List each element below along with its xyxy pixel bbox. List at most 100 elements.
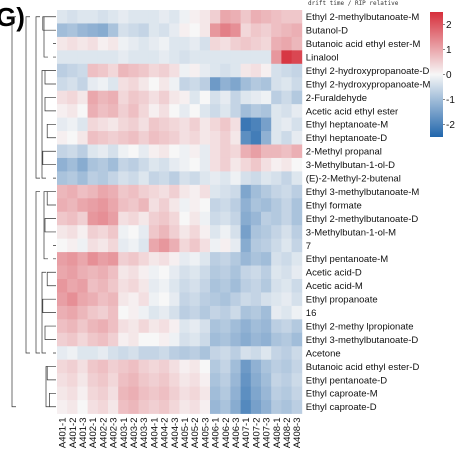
heatmap-cell: [159, 157, 170, 172]
column-label: A406-2: [221, 418, 232, 449]
heatmap-cell: [271, 386, 282, 401]
heatmap-cell: [199, 359, 211, 374]
heatmap-cell: [199, 117, 211, 132]
heatmap-cell: [291, 386, 303, 401]
heatmap-cell: [169, 117, 180, 132]
heatmap-cell: [169, 346, 180, 361]
heatmap-cell: [169, 225, 180, 240]
heatmap-cell: [271, 131, 282, 145]
heatmap-cell: [169, 90, 180, 105]
heatmap-cell: [281, 319, 292, 334]
row-label: Ethyl caproate-D: [306, 402, 377, 413]
column-label: A402-3: [109, 418, 120, 449]
heatmap-cell: [271, 305, 282, 320]
heatmap-cell: [240, 198, 252, 213]
heatmap-cell: [57, 77, 68, 92]
heatmap-cell: [230, 171, 241, 186]
heatmap-cell: [189, 305, 201, 320]
heatmap-cell: [77, 359, 88, 374]
heatmap-cell: [118, 292, 129, 307]
heatmap-cell: [128, 157, 139, 172]
column-label: A401-2: [68, 418, 79, 449]
heatmap-cell: [250, 10, 262, 24]
heatmap-cell: [87, 184, 99, 199]
heatmap-cell: [138, 292, 150, 307]
heatmap-cell: [230, 359, 241, 374]
heatmap-cell: [291, 10, 303, 24]
heatmap-cell: [108, 400, 119, 414]
heatmap-cell: [271, 50, 282, 65]
heatmap-cell: [281, 23, 292, 38]
heatmap-cell: [138, 50, 150, 65]
heatmap-cell: [97, 77, 109, 92]
heatmap-cell: [240, 225, 252, 240]
heatmap-cell: [77, 90, 88, 105]
heatmap-cell: [159, 292, 170, 307]
heatmap-cell: [199, 386, 211, 401]
heatmap-cell: [97, 279, 109, 293]
heatmap-cell: [199, 184, 211, 199]
dendrogram-branches: [11, 16, 56, 408]
heatmap-cell: [118, 265, 129, 280]
heatmap-cell: [250, 77, 262, 92]
heatmap-cell: [189, 238, 201, 253]
heatmap-cell: [77, 77, 88, 92]
heatmap-cell: [220, 386, 231, 401]
heatmap-cell: [179, 265, 190, 280]
heatmap-cell: [240, 292, 252, 307]
heatmap-cell: [261, 400, 272, 414]
heatmap-cell: [118, 184, 129, 199]
heatmap-cell: [57, 225, 68, 240]
heatmap-cell: [108, 23, 119, 38]
heatmap-cell: [67, 23, 78, 38]
heatmap-cell: [138, 225, 150, 240]
row-label: 3-Methylbutan-1-ol-D: [306, 160, 395, 171]
heatmap-cell: [250, 184, 262, 199]
heatmap-cell: [128, 319, 139, 334]
heatmap-cell: [57, 400, 68, 414]
heatmap-cell: [128, 252, 139, 266]
heatmap-cell: [240, 157, 252, 172]
heatmap-cell: [97, 131, 109, 145]
heatmap-cell: [169, 63, 180, 78]
heatmap-cell: [138, 77, 150, 92]
heatmap-cell: [220, 171, 231, 186]
heatmap-cell: [220, 184, 231, 199]
heatmap-cell: [230, 386, 241, 401]
heatmap-cell: [220, 373, 231, 387]
heatmap-cell: [220, 10, 231, 24]
heatmap-cell: [220, 265, 231, 280]
heatmap-cell: [138, 10, 150, 24]
heatmap-cell: [108, 305, 119, 320]
heatmap-cell: [179, 63, 190, 78]
column-label: A403-1: [119, 418, 130, 449]
row-label: (E)-2-Methyl-2-butenal: [306, 174, 401, 185]
heatmap-cell: [179, 292, 190, 307]
heatmap-cell: [77, 117, 88, 132]
heatmap-cell: [271, 238, 282, 253]
heatmap-cell: [179, 305, 190, 320]
heatmap-cell: [261, 157, 272, 172]
heatmap-cell: [199, 90, 211, 105]
row-label: Ethyl caproate-M: [306, 389, 378, 400]
heatmap-cell: [77, 346, 88, 361]
heatmap-cell: [230, 292, 241, 307]
heatmap-cell: [189, 198, 201, 213]
heatmap-cell: [108, 198, 119, 213]
heatmap-cell: [57, 292, 68, 307]
heatmap-cell: [230, 238, 241, 253]
heatmap-cell: [138, 184, 150, 199]
heatmap-cell: [271, 211, 282, 226]
heatmap-cell: [189, 332, 201, 347]
heatmap-cell: [261, 252, 272, 266]
heatmap-cell: [138, 400, 150, 414]
heatmap-cell: [210, 386, 221, 401]
row-label: Ethyl pentanoate-D: [306, 375, 387, 386]
heatmap-cell: [230, 10, 241, 24]
heatmap-cell: [240, 319, 252, 334]
column-label: A404-3: [170, 418, 181, 449]
heatmap-cell: [281, 117, 292, 132]
heatmap-cell: [271, 292, 282, 307]
heatmap-cell: [148, 225, 160, 240]
heatmap-cell: [87, 319, 99, 334]
